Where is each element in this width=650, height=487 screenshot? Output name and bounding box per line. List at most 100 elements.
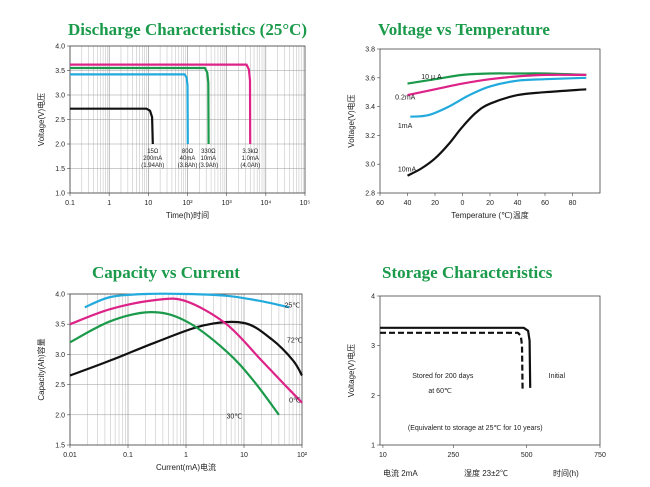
discharge-annotation: 80Ω 40mA (3.8Ah)	[178, 149, 198, 169]
x-tick-label: 20	[431, 200, 439, 207]
temperature-series-line	[407, 72, 587, 85]
x-tick-label: 10²	[182, 200, 193, 207]
y-tick-label: 3.8	[365, 47, 375, 54]
storage-label: (Equivalent to storage at 25℃ for 10 yea…	[408, 425, 543, 432]
y-tick-label: 1	[371, 443, 375, 450]
discharge-series-line	[70, 63, 252, 145]
x-tick-label: 1	[184, 452, 188, 459]
x-tick-label: 10	[379, 452, 387, 459]
annotation-line: 10mA	[200, 156, 216, 162]
discharge-series-line	[70, 107, 154, 145]
capacity-label: 25℃	[285, 302, 301, 309]
temperature-label: 0.2mA	[395, 94, 416, 101]
capacity-x-axis-label: Current(mA)电流	[156, 462, 216, 472]
storage-plot-frame	[379, 295, 601, 446]
capacity-chart-title: Capacity vs Current	[92, 263, 240, 282]
annotation-line: (4.0Ah)	[240, 163, 260, 169]
annotation-line: 330Ω	[201, 149, 216, 155]
annotation-line: 1.0mA	[242, 156, 259, 162]
y-tick-label: 3.0	[55, 93, 65, 100]
x-tick-label: 500	[521, 452, 533, 459]
y-tick-label: 3.5	[55, 322, 65, 329]
x-tick-label: 10	[144, 200, 152, 207]
capacity-y-axis-label: Capacity(Ah)容量	[36, 338, 46, 400]
discharge-series-line	[70, 66, 210, 145]
x-tick-label: 20	[486, 200, 494, 207]
annotation-line: (1.94Ah)	[141, 163, 164, 169]
y-tick-label: 1.5	[55, 166, 65, 173]
y-tick-label: 3.0	[55, 352, 65, 359]
y-tick-label: 2.5	[55, 382, 65, 389]
y-tick-label: 1.0	[55, 191, 65, 198]
storage-label: Initial	[549, 373, 566, 380]
x-tick-label: 40	[404, 200, 412, 207]
annotation-line: (3.9Ah)	[198, 163, 218, 169]
temperature-y-axis-label: Voltage(V)电压	[346, 94, 356, 147]
discharge-chart: 0.1 1 10 10² 10³ 10⁴ 10⁵ 1.0 1.5 2.0 2.5 3.0 3.5 4.0 T…	[36, 44, 310, 221]
annotation-line: 15Ω	[147, 149, 159, 155]
temperature-series-line	[410, 76, 587, 118]
annotation-line: 200mA	[143, 156, 162, 162]
x-tick-label: 60	[376, 200, 384, 207]
storage-chart: 10 250 500 750 1 2 3 4 Voltage(V)电压 Stored for 20…	[346, 294, 606, 479]
x-tick-label: 0	[461, 200, 465, 207]
x-tick-label: 250	[447, 452, 459, 459]
x-tick-label: 0.1	[123, 452, 133, 459]
y-tick-label: 4.0	[55, 44, 65, 51]
temperature-label: 1mA	[398, 123, 413, 130]
capacity-label: 0℃	[289, 398, 301, 405]
y-tick-label: 4	[371, 294, 375, 301]
capacity-series-line	[84, 292, 290, 309]
y-tick-label: 2.8	[365, 191, 375, 198]
temperature-x-axis-label: Temperature (℃)温度	[451, 210, 528, 220]
x-tick-label: 1	[107, 200, 111, 207]
x-tick-label: 10²	[297, 452, 308, 459]
annotation-line: 80Ω	[182, 149, 194, 155]
y-tick-label: 2	[371, 393, 375, 400]
x-tick-label: 10³	[222, 200, 233, 207]
storage-footer-text: 电流 2mA	[383, 468, 418, 478]
x-tick-label: 40	[514, 200, 522, 207]
storage-label: at 60℃	[428, 388, 452, 395]
x-tick-label: 80	[569, 200, 577, 207]
storage-series-line	[380, 331, 524, 391]
discharge-annotation: 3.3kΩ 1.0mA (4.0Ah)	[240, 149, 260, 169]
annotation-line: 40mA	[180, 156, 196, 162]
y-tick-label: 3	[371, 343, 375, 350]
x-tick-label: 750	[594, 452, 606, 459]
storage-footer-text: 时间(h)	[553, 468, 579, 478]
y-tick-label: 3.5	[55, 68, 65, 75]
temperature-chart-title: Voltage vs Temperature	[378, 20, 550, 39]
temperature-label: 10mA	[398, 166, 417, 173]
capacity-series-line	[69, 297, 303, 404]
discharge-annotation: 330Ω 10mA (3.9Ah)	[198, 149, 218, 169]
capacity-chart: 0.01 0.1 1 10 10² 1.5 2.0 2.5 3.0 3.5 4.0 Current(m…	[36, 292, 308, 473]
y-tick-label: 3.2	[365, 133, 375, 140]
y-tick-label: 3.4	[365, 104, 375, 111]
y-tick-label: 1.5	[55, 443, 65, 450]
storage-y-axis-label: Voltage(V)电压	[346, 344, 356, 397]
discharge-grid	[69, 45, 305, 194]
x-tick-label: 10	[240, 452, 248, 459]
temperature-series-line	[407, 73, 587, 97]
capacity-series-line	[69, 311, 280, 416]
x-tick-label: 0.1	[65, 200, 75, 207]
y-tick-label: 3.6	[365, 75, 375, 82]
storage-label: Stored for 200 days	[412, 373, 474, 380]
discharge-x-axis-label: Time(h)时间	[166, 210, 209, 220]
y-tick-label: 2.0	[55, 142, 65, 149]
discharge-series-line	[70, 73, 189, 145]
temperature-series-line	[406, 88, 587, 177]
annotation-line: (3.8Ah)	[178, 163, 198, 169]
y-tick-label: 2.5	[55, 117, 65, 124]
storage-series-line	[380, 326, 532, 388]
storage-footer-text: 湿度 23±2℃	[464, 468, 508, 478]
capacity-label: 30℃	[227, 413, 243, 420]
annotation-line: 3.3kΩ	[242, 149, 258, 155]
x-tick-label: 10⁴	[260, 200, 271, 207]
x-tick-label: 10⁵	[300, 200, 311, 207]
temperature-label: 10 μ A	[421, 74, 442, 81]
capacity-label: 72℃	[287, 337, 303, 344]
temperature-chart: 60 40 20 0 20 40 60 80 2.8 3.0 3.2 3.4 3.6 3.8 Tempera…	[346, 47, 601, 220]
